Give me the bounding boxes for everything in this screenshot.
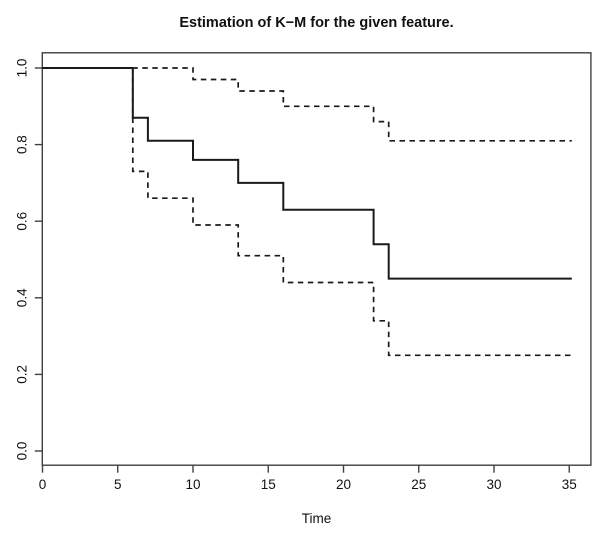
km-estimate-curve bbox=[42, 67, 572, 280]
y-tick-label: 0.0 bbox=[14, 442, 29, 461]
y-axis: 1.0 0.8 0.6 0.4 0.2 0.0 bbox=[14, 59, 43, 461]
x-axis-title: Time bbox=[302, 511, 332, 526]
x-tick-label: 35 bbox=[562, 477, 577, 492]
x-axis: 0 5 10 15 20 25 30 35 bbox=[39, 465, 577, 492]
x-tick-label: 10 bbox=[185, 477, 200, 492]
plot-title: Estimation of K−M for the given feature. bbox=[179, 15, 453, 31]
curves bbox=[42, 67, 572, 357]
y-tick-label: 0.8 bbox=[14, 135, 29, 154]
x-tick-label: 5 bbox=[114, 477, 122, 492]
x-tick-label: 20 bbox=[336, 477, 351, 492]
y-tick-label: 0.6 bbox=[14, 212, 29, 231]
x-tick-label: 25 bbox=[411, 477, 426, 492]
plot-box bbox=[41, 52, 592, 466]
x-tick-label: 15 bbox=[261, 477, 276, 492]
x-tick-label: 30 bbox=[486, 477, 501, 492]
lower-95ci-curve bbox=[42, 67, 572, 357]
upper-95ci-curve bbox=[42, 67, 572, 142]
x-tick-label: 0 bbox=[39, 477, 47, 492]
y-tick-label: 0.4 bbox=[14, 288, 29, 307]
y-tick-label: 0.2 bbox=[14, 365, 29, 384]
y-tick-label: 1.0 bbox=[14, 59, 29, 78]
